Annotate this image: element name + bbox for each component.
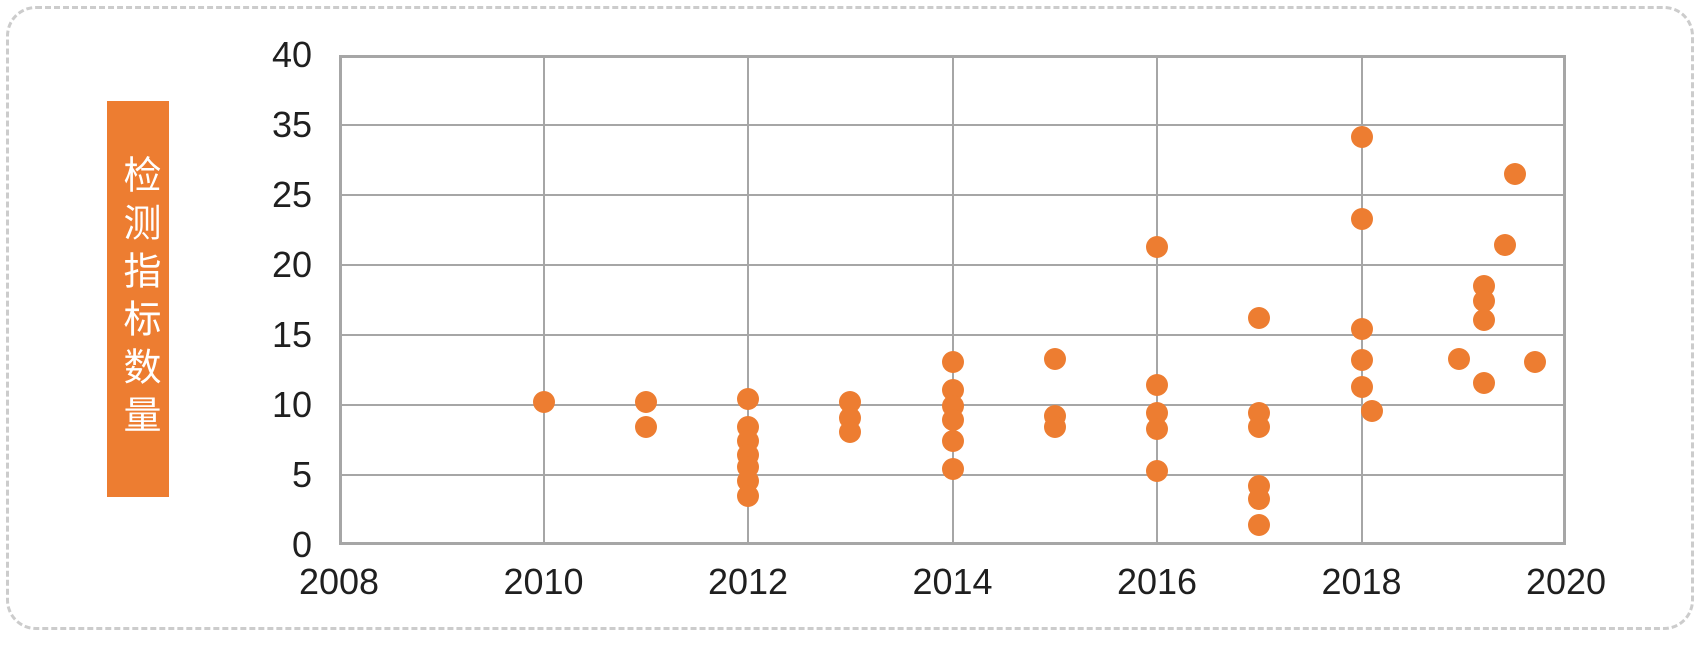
data-point <box>1503 163 1526 185</box>
x-tick-label: 2016 <box>1116 561 1198 602</box>
data-point <box>1248 416 1271 439</box>
data-point <box>1248 307 1271 330</box>
data-point <box>1447 347 1470 370</box>
data-point <box>1248 487 1271 510</box>
y-tick-label: 25 <box>271 174 312 215</box>
data-point <box>1473 308 1496 331</box>
y-tick-label: 5 <box>291 454 312 495</box>
dashed-card: 检测指标数量 40 35 25 20 15 10 5 0 2008 2010 2012 2014 20… <box>6 6 1694 630</box>
data-point <box>1043 347 1066 370</box>
data-point <box>1350 318 1373 341</box>
v-gridline <box>542 55 545 545</box>
x-tick-label: 2018 <box>1321 561 1402 602</box>
data-point <box>1524 350 1547 373</box>
data-point <box>1350 375 1373 398</box>
data-point <box>1146 235 1168 258</box>
data-point <box>634 416 657 439</box>
data-point <box>634 391 657 414</box>
data-point <box>1360 399 1383 422</box>
data-point <box>941 350 964 373</box>
data-point <box>941 409 964 432</box>
data-point <box>1493 234 1516 257</box>
x-tick-label: 2014 <box>912 561 993 602</box>
data-point <box>1146 417 1168 440</box>
v-gridline <box>747 55 749 545</box>
y-tick-label: 40 <box>271 34 312 75</box>
x-tick-label: 2008 <box>298 561 380 602</box>
data-point <box>1043 416 1066 439</box>
y-tick-label: 0 <box>291 524 312 565</box>
x-tick-label: 2012 <box>707 561 789 602</box>
data-point <box>737 388 759 411</box>
v-gridline <box>1156 55 1158 545</box>
data-point <box>1473 371 1496 394</box>
data-point <box>1350 349 1373 372</box>
data-point <box>1350 125 1373 148</box>
v-gridline <box>1360 55 1363 545</box>
data-point <box>941 458 964 481</box>
y-tick-label: 10 <box>271 384 312 425</box>
v-gridline <box>951 55 954 545</box>
scatter-chart: 检测指标数量 40 35 25 20 15 10 5 0 2008 2010 2012 2014 20… <box>9 9 1700 645</box>
data-point <box>737 485 759 507</box>
data-point <box>1146 374 1168 397</box>
data-point <box>1146 459 1168 482</box>
x-tick-label: 2010 <box>503 561 584 602</box>
x-tick-label: 2020 <box>1525 561 1607 602</box>
data-point <box>941 430 964 453</box>
data-point <box>839 420 862 443</box>
y-tick-label: 20 <box>271 244 312 285</box>
y-axis-label: 检测指标数量 <box>117 155 159 443</box>
y-tick-label: 35 <box>271 104 312 145</box>
y-tick-label: 15 <box>271 314 312 355</box>
data-point <box>941 378 964 401</box>
data-point <box>1350 207 1373 230</box>
y-axis-label-box: 检测指标数量 <box>107 101 169 497</box>
data-point <box>1473 290 1496 313</box>
data-point <box>532 391 555 414</box>
data-point <box>1248 514 1271 537</box>
